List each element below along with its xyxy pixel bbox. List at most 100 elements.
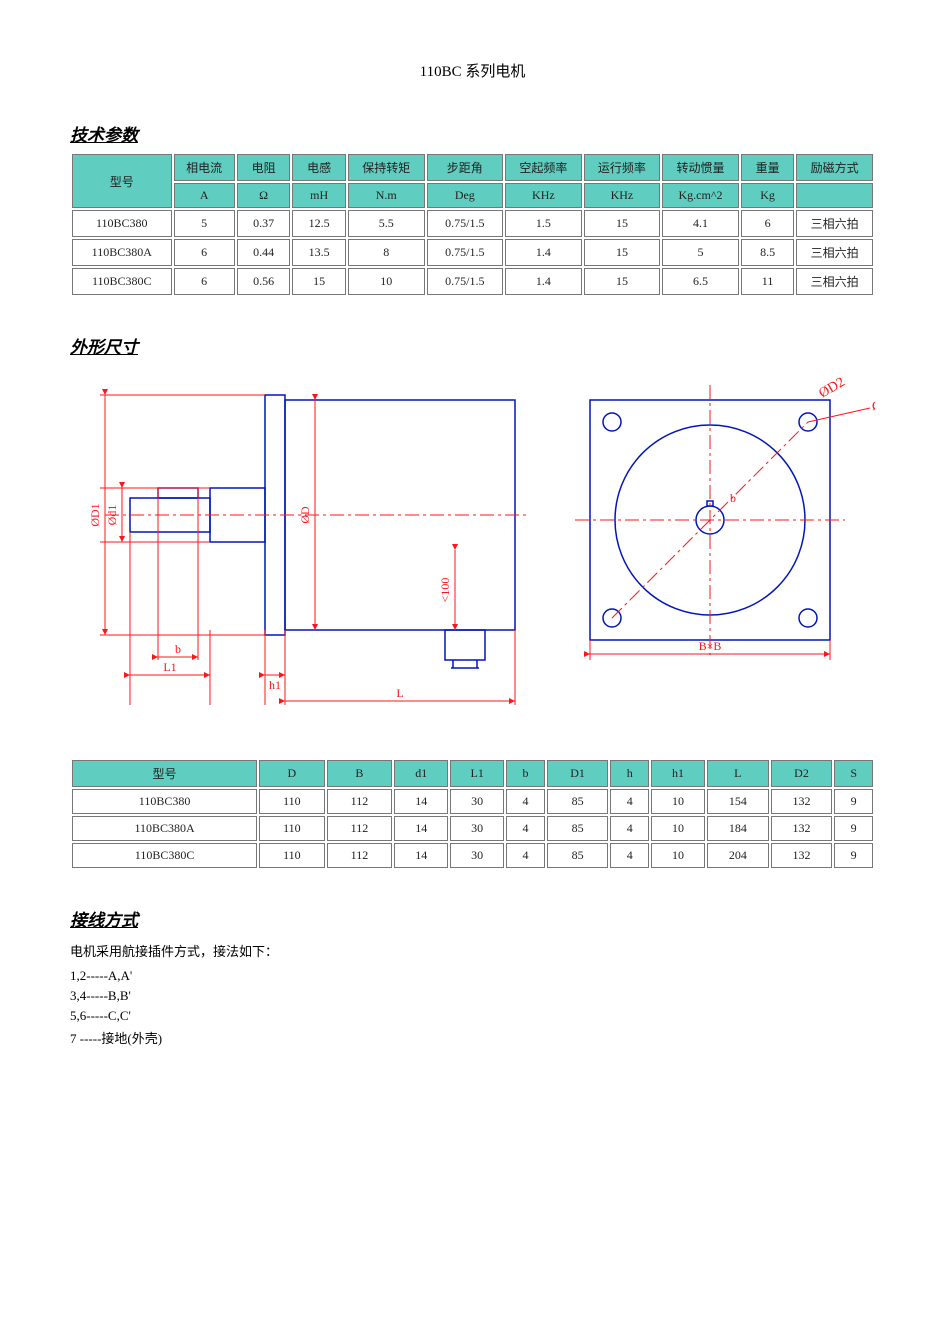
- col-header: 保持转矩: [348, 154, 425, 181]
- cell: 4.1: [662, 210, 739, 237]
- cell: 0.37: [237, 210, 291, 237]
- cell: 5: [662, 239, 739, 266]
- svg-text:ØD1: ØD1: [88, 503, 102, 526]
- svg-text:b: b: [175, 642, 181, 656]
- col-header: d1: [394, 760, 448, 787]
- col-header: 相电流: [174, 154, 235, 181]
- cell: 112: [327, 789, 393, 814]
- cell: 8: [348, 239, 425, 266]
- wiring-line: 1,2-----A,A': [70, 968, 875, 984]
- wiring-lines: 1,2-----A,A'3,4-----B,B'5,6-----C,C'7 --…: [70, 968, 875, 1047]
- cell: 15: [584, 239, 661, 266]
- col-header: L1: [450, 760, 504, 787]
- cell-model: 110BC380C: [72, 843, 257, 868]
- table-row: 110BC38011011214304854101541329: [72, 789, 873, 814]
- svg-text:ØD2: ØD2: [817, 375, 848, 402]
- svg-text:Ød1: Ød1: [105, 505, 119, 526]
- col-header: 运行频率: [584, 154, 661, 181]
- cell: 5.5: [348, 210, 425, 237]
- cell: 1.4: [505, 268, 582, 295]
- cell: 204: [707, 843, 769, 868]
- cell: 15: [292, 268, 346, 295]
- dim-table-body: 110BC38011011214304854101541329110BC380A…: [72, 789, 873, 868]
- cell: 30: [450, 816, 504, 841]
- col-header: 步距角: [427, 154, 504, 181]
- cell: 112: [327, 843, 393, 868]
- cell: 14: [394, 843, 448, 868]
- cell: 15: [584, 268, 661, 295]
- svg-text:B×B: B×B: [699, 639, 722, 653]
- table-row: 110BC380C11011214304854102041329: [72, 843, 873, 868]
- cell: 6: [174, 239, 235, 266]
- col-header: b: [506, 760, 545, 787]
- cell: 10: [651, 816, 705, 841]
- section-heading-dims: 外形尺寸: [70, 333, 875, 358]
- spec-table-body: 110BC38050.3712.55.50.75/1.51.5154.16三相六…: [72, 210, 873, 295]
- col-header: 励磁方式: [796, 154, 873, 181]
- spec-header-row-1: 型号相电流电阻电感保持转矩步距角空起频率运行频率转动惯量重量励磁方式: [72, 154, 873, 181]
- cell: 110: [259, 789, 325, 814]
- cell: 0.75/1.5: [427, 268, 504, 295]
- cell: 14: [394, 789, 448, 814]
- cell: 0.56: [237, 268, 291, 295]
- cell: 三相六拍: [796, 210, 873, 237]
- cell: 13.5: [292, 239, 346, 266]
- cell: 10: [348, 268, 425, 295]
- col-header: D2: [771, 760, 833, 787]
- table-row: 110BC380C60.5615100.75/1.51.4156.511三相六拍: [72, 268, 873, 295]
- svg-text:b: b: [730, 491, 736, 505]
- cell: 10: [651, 789, 705, 814]
- dim-table: 型号DBd1L1bD1hh1LD2S 110BC3801101121430485…: [70, 758, 875, 870]
- col-header: D: [259, 760, 325, 787]
- cell: 4: [506, 816, 545, 841]
- cell: 三相六拍: [796, 239, 873, 266]
- cell: 9: [834, 843, 873, 868]
- cell: 1.4: [505, 239, 582, 266]
- col-header: 电阻: [237, 154, 291, 181]
- wiring-intro: 电机采用航接插件方式，接法如下：: [70, 941, 875, 960]
- col-header: 转动惯量: [662, 154, 739, 181]
- cell: 15: [584, 210, 661, 237]
- cell: 132: [771, 816, 833, 841]
- cell: 30: [450, 843, 504, 868]
- cell: 1.5: [505, 210, 582, 237]
- col-header: S: [834, 760, 873, 787]
- col-unit: mH: [292, 183, 346, 208]
- cell: 三相六拍: [796, 268, 873, 295]
- diagram-svg: ØD1Ød1ØDL1bh1L<100B×BØD2ØS（均布）b: [70, 370, 875, 730]
- cell: 6.5: [662, 268, 739, 295]
- cell: 9: [834, 789, 873, 814]
- col-header-model: 型号: [72, 154, 172, 208]
- col-header: D1: [547, 760, 609, 787]
- col-header: 空起频率: [505, 154, 582, 181]
- svg-text:<100: <100: [438, 578, 452, 603]
- cell: 110: [259, 843, 325, 868]
- table-row: 110BC38050.3712.55.50.75/1.51.5154.16三相六…: [72, 210, 873, 237]
- cell: 0.75/1.5: [427, 239, 504, 266]
- table-row: 110BC380A11011214304854101841329: [72, 816, 873, 841]
- cell: 132: [771, 789, 833, 814]
- col-unit: KHz: [505, 183, 582, 208]
- cell: 5: [174, 210, 235, 237]
- cell-model: 110BC380: [72, 789, 257, 814]
- document-title: 110BC 系列电机: [70, 60, 875, 81]
- cell: 0.75/1.5: [427, 210, 504, 237]
- cell: 85: [547, 843, 609, 868]
- svg-text:L1: L1: [163, 660, 176, 674]
- page: 110BC 系列电机 技术参数 型号相电流电阻电感保持转矩步距角空起频率运行频率…: [0, 0, 945, 1131]
- col-header: h1: [651, 760, 705, 787]
- col-unit: N.m: [348, 183, 425, 208]
- col-header: 电感: [292, 154, 346, 181]
- cell: 12.5: [292, 210, 346, 237]
- cell: 8.5: [741, 239, 795, 266]
- cell: 132: [771, 843, 833, 868]
- cell: 85: [547, 816, 609, 841]
- col-unit: Kg: [741, 183, 795, 208]
- cell-model: 110BC380A: [72, 816, 257, 841]
- col-unit: Kg.cm^2: [662, 183, 739, 208]
- cell-model: 110BC380C: [72, 268, 172, 295]
- spec-table: 型号相电流电阻电感保持转矩步距角空起频率运行频率转动惯量重量励磁方式 AΩmHN…: [70, 152, 875, 297]
- cell: 4: [610, 843, 649, 868]
- svg-text:h1: h1: [269, 678, 281, 692]
- cell: 184: [707, 816, 769, 841]
